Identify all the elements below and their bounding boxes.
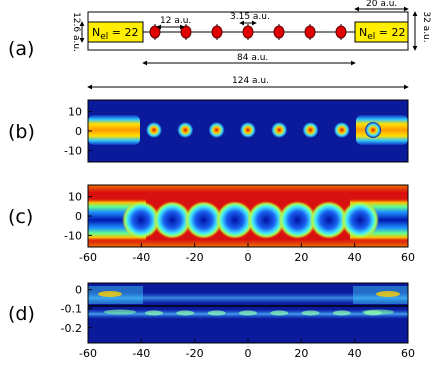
x-tick-label: 60 bbox=[401, 251, 415, 264]
x-tick-label: 20 bbox=[294, 347, 308, 360]
y-tick-label: 10 bbox=[68, 106, 82, 119]
x-tick-label: 40 bbox=[348, 251, 362, 264]
lead bbox=[87, 21, 144, 43]
panel-label: (c) bbox=[8, 206, 33, 228]
y-tick-label: 0 bbox=[75, 210, 82, 223]
dot-image bbox=[238, 310, 257, 316]
dot-image bbox=[302, 122, 319, 138]
heatmap-image bbox=[88, 185, 408, 247]
x-tick-label: -40 bbox=[132, 347, 150, 360]
lead-label: Nel = 22 bbox=[359, 26, 406, 42]
y-tick-label: 0 bbox=[75, 125, 82, 138]
x-tick-label: -40 bbox=[132, 251, 150, 264]
dot-image bbox=[271, 122, 288, 138]
dim-label: 3.15 a.u. bbox=[230, 12, 270, 22]
dim-label: 20 a.u. bbox=[366, 0, 397, 9]
dot-image bbox=[215, 201, 254, 239]
panel-label: (d) bbox=[8, 303, 35, 325]
dot-image bbox=[333, 122, 350, 138]
dot bbox=[180, 25, 192, 39]
dot-image bbox=[153, 201, 192, 239]
x-tick-label: -60 bbox=[79, 251, 97, 264]
dot-image bbox=[176, 310, 195, 316]
dot bbox=[335, 25, 347, 39]
y-tick-label: 10 bbox=[68, 191, 82, 204]
dim-label: 124 a.u. bbox=[232, 76, 269, 86]
dot-image bbox=[270, 310, 289, 316]
x-tick-label: 60 bbox=[401, 347, 415, 360]
y-tick-label: 0 bbox=[75, 284, 82, 297]
x-tick-label: 0 bbox=[245, 347, 252, 360]
dot bbox=[273, 25, 285, 39]
y-tick-label: -0.1 bbox=[61, 303, 82, 316]
dim-label: 32 a.u. bbox=[421, 11, 431, 42]
dot bbox=[149, 25, 161, 39]
heatmap-image bbox=[88, 100, 408, 162]
x-tick-label: 0 bbox=[245, 251, 252, 264]
x-tick-label: 20 bbox=[294, 251, 308, 264]
dot-image bbox=[146, 122, 162, 138]
dot-image bbox=[365, 122, 382, 138]
dot-image bbox=[332, 310, 351, 316]
y-tick-label: -0.2 bbox=[61, 322, 82, 335]
dot-image bbox=[207, 310, 226, 316]
panel-label: (b) bbox=[8, 121, 35, 143]
dot-image bbox=[341, 201, 380, 239]
x-tick-label: -20 bbox=[186, 251, 204, 264]
dot-image bbox=[278, 201, 317, 239]
dim-label: 12 a.u. bbox=[160, 16, 191, 26]
dot-image bbox=[208, 122, 225, 138]
x-tick-label: -20 bbox=[186, 347, 204, 360]
dot bbox=[211, 25, 223, 39]
dot-image bbox=[309, 201, 348, 239]
dot bbox=[304, 25, 316, 39]
dot-image bbox=[184, 201, 223, 239]
dot-image bbox=[247, 201, 286, 239]
panel-label: (a) bbox=[8, 38, 34, 60]
dot bbox=[242, 25, 254, 39]
y-tick-label: -10 bbox=[64, 229, 82, 242]
dot-image bbox=[145, 310, 163, 316]
dot-image bbox=[122, 201, 160, 239]
schematic: (a) Nel = 22 Nel = 22 12 a.u. 3.15 a.u. … bbox=[8, 0, 431, 90]
dim-label: 84 a.u. bbox=[237, 53, 268, 63]
lead bbox=[354, 21, 409, 43]
dot-image bbox=[364, 310, 383, 316]
dot-image bbox=[239, 122, 256, 138]
dot-image bbox=[301, 310, 320, 316]
dots bbox=[149, 24, 347, 40]
lead-label: Nel = 22 bbox=[92, 26, 139, 42]
dim-label: 12.6 a.u. bbox=[71, 12, 81, 52]
dot-image bbox=[177, 122, 194, 138]
y-tick-label: -10 bbox=[64, 144, 82, 157]
x-tick-label: 40 bbox=[348, 347, 362, 360]
x-tick-label: -60 bbox=[79, 347, 97, 360]
